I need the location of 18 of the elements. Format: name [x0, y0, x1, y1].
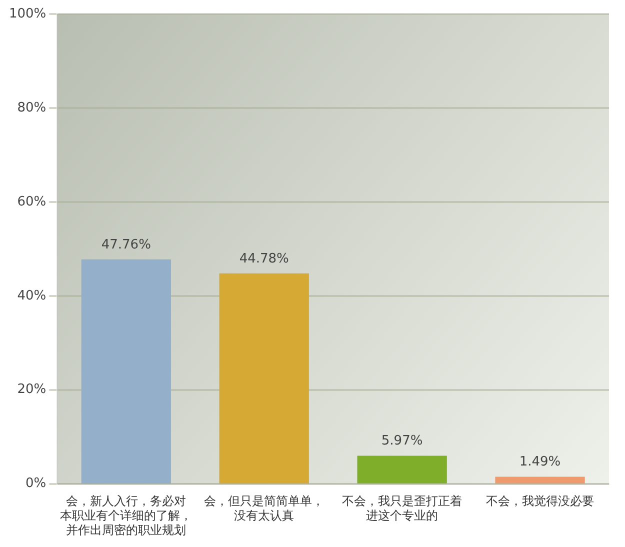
bar [495, 476, 585, 484]
y-tick-label: 20% [17, 382, 46, 398]
y-tick-label: 0% [26, 476, 46, 492]
x-tick-label: 不会，我只是歪打正着进这个专业的 [342, 494, 462, 523]
bar [357, 456, 447, 484]
x-tick-label: 会，但只是简简单单，没有太认真 [204, 494, 324, 523]
data-label: 1.49% [519, 454, 561, 470]
y-tick-label: 40% [17, 288, 46, 304]
bar [219, 273, 309, 484]
y-tick-label: 60% [17, 194, 46, 210]
data-label: 47.76% [101, 237, 151, 252]
y-tick-label: 80% [17, 100, 46, 116]
data-label: 44.78% [239, 251, 289, 266]
bar [81, 259, 171, 484]
x-tick-label: 不会，我觉得没必要 [486, 494, 594, 508]
data-label: 5.97% [381, 434, 423, 449]
x-tick-label: 会，新人入行，务必对本职业有个详细的了解，并作出周密的职业规划 [60, 494, 192, 537]
y-tick-label: 100% [8, 6, 46, 22]
